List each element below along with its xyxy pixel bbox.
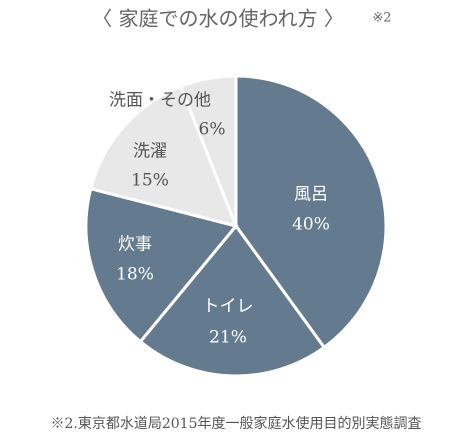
pie-slice xyxy=(178,74,238,227)
slice-label: トイレ xyxy=(203,297,254,317)
value-label: 6% xyxy=(199,120,226,140)
slice-label: 炊事 xyxy=(118,235,152,255)
slice-label: 風呂 xyxy=(294,185,328,205)
pie-slice xyxy=(138,223,327,378)
slice-label: 洗濯 xyxy=(133,142,167,162)
value-label: 18% xyxy=(116,265,154,285)
source-note: ※2.東京都水道局2015年度一般家庭水使用目的別実態調査 xyxy=(51,415,422,432)
pie-slice xyxy=(84,186,239,344)
value-label: 21% xyxy=(209,328,247,348)
pie-slice xyxy=(234,74,388,350)
value-label: 15% xyxy=(131,171,169,191)
pie-slice xyxy=(88,84,239,229)
chart-title: 〈 家庭での水の使われ方 〉 xyxy=(92,7,344,31)
title-note: ※2 xyxy=(372,11,391,26)
slice-label: 洗面・その他 xyxy=(109,91,211,111)
value-label: 40% xyxy=(292,215,330,235)
